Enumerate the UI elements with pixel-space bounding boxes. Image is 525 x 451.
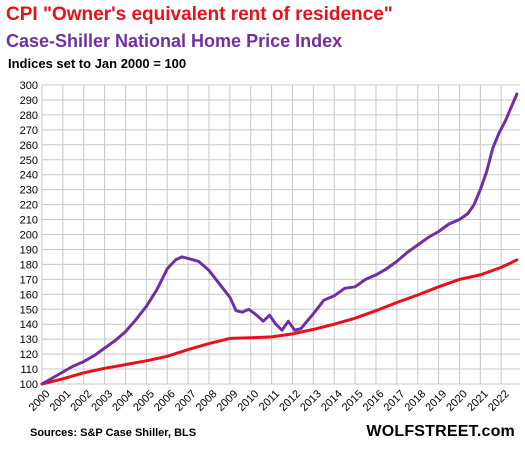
y-tick-label: 200 xyxy=(20,230,38,242)
x-tick-label: 2014 xyxy=(319,388,345,414)
y-tick-label: 220 xyxy=(20,200,38,212)
x-tick-label: 2021 xyxy=(465,388,491,414)
x-tick-label: 2003 xyxy=(89,388,115,414)
y-tick-label: 110 xyxy=(20,364,38,376)
chart-note: Indices set to Jan 2000 = 100 xyxy=(8,56,187,71)
y-tick-label: 210 xyxy=(20,215,38,227)
x-tick-label: 2013 xyxy=(298,388,324,414)
y-tick-label: 150 xyxy=(20,304,38,316)
gridlines xyxy=(41,84,520,385)
x-tick-label: 2001 xyxy=(48,388,74,414)
y-tick-label: 180 xyxy=(20,259,38,271)
brand-logo: WOLFSTREET.com xyxy=(366,423,515,440)
x-tick-label: 2022 xyxy=(486,388,512,414)
x-tick-label: 2000 xyxy=(27,388,53,414)
y-tick-label: 160 xyxy=(20,289,38,301)
x-tick-label: 2012 xyxy=(277,388,303,414)
y-tick-label: 100 xyxy=(20,379,38,391)
y-tick-label: 290 xyxy=(20,95,38,107)
x-tick-label: 2009 xyxy=(215,388,241,414)
x-tick-label: 2007 xyxy=(173,388,199,414)
x-tick-label: 2002 xyxy=(69,388,95,414)
y-tick-label: 240 xyxy=(20,170,38,182)
x-tick-label: 2006 xyxy=(152,388,178,414)
y-tick-label: 250 xyxy=(20,155,38,167)
x-tick-label: 2011 xyxy=(257,388,282,413)
y-tick-label: 120 xyxy=(20,349,38,361)
chart-title: CPI "Owner's equivalent rent of residenc… xyxy=(6,4,393,25)
y-tick-label: 230 xyxy=(20,185,38,197)
y-tick-label: 270 xyxy=(20,125,38,137)
chart-subtitle: Case-Shiller National Home Price Index xyxy=(6,31,343,51)
y-tick-label: 300 xyxy=(20,80,38,92)
y-tick-label: 170 xyxy=(20,274,38,286)
y-tick-label: 140 xyxy=(20,319,38,331)
x-tick-label: 2004 xyxy=(110,388,136,414)
x-tick-label: 2019 xyxy=(423,388,449,414)
x-tick-label: 2005 xyxy=(131,388,157,414)
y-axis-ticks: 100 110 120 130 140 150 160 170 180 190 200 210 220 2… xyxy=(20,80,38,391)
series-line-case-shiller xyxy=(40,92,519,386)
y-tick-label: 280 xyxy=(20,110,38,122)
y-tick-label: 190 xyxy=(20,244,38,256)
y-tick-label: 260 xyxy=(20,140,38,152)
x-tick-label: 2008 xyxy=(194,388,220,414)
x-axis-ticks: 2000200120022003200420052006200720082009… xyxy=(27,388,512,414)
x-tick-label: 2020 xyxy=(444,388,470,414)
y-tick-label: 130 xyxy=(20,334,38,346)
source-note: Sources: S&P Case Shiller, BLS xyxy=(30,427,197,439)
x-tick-label: 2010 xyxy=(236,388,262,414)
x-tick-label: 2016 xyxy=(361,388,387,414)
x-tick-label: 2017 xyxy=(382,388,408,414)
series-lines xyxy=(40,92,519,386)
series-line-cpi-oer xyxy=(40,258,519,386)
x-tick-label: 2015 xyxy=(340,388,366,414)
x-tick-label: 2018 xyxy=(402,388,428,414)
